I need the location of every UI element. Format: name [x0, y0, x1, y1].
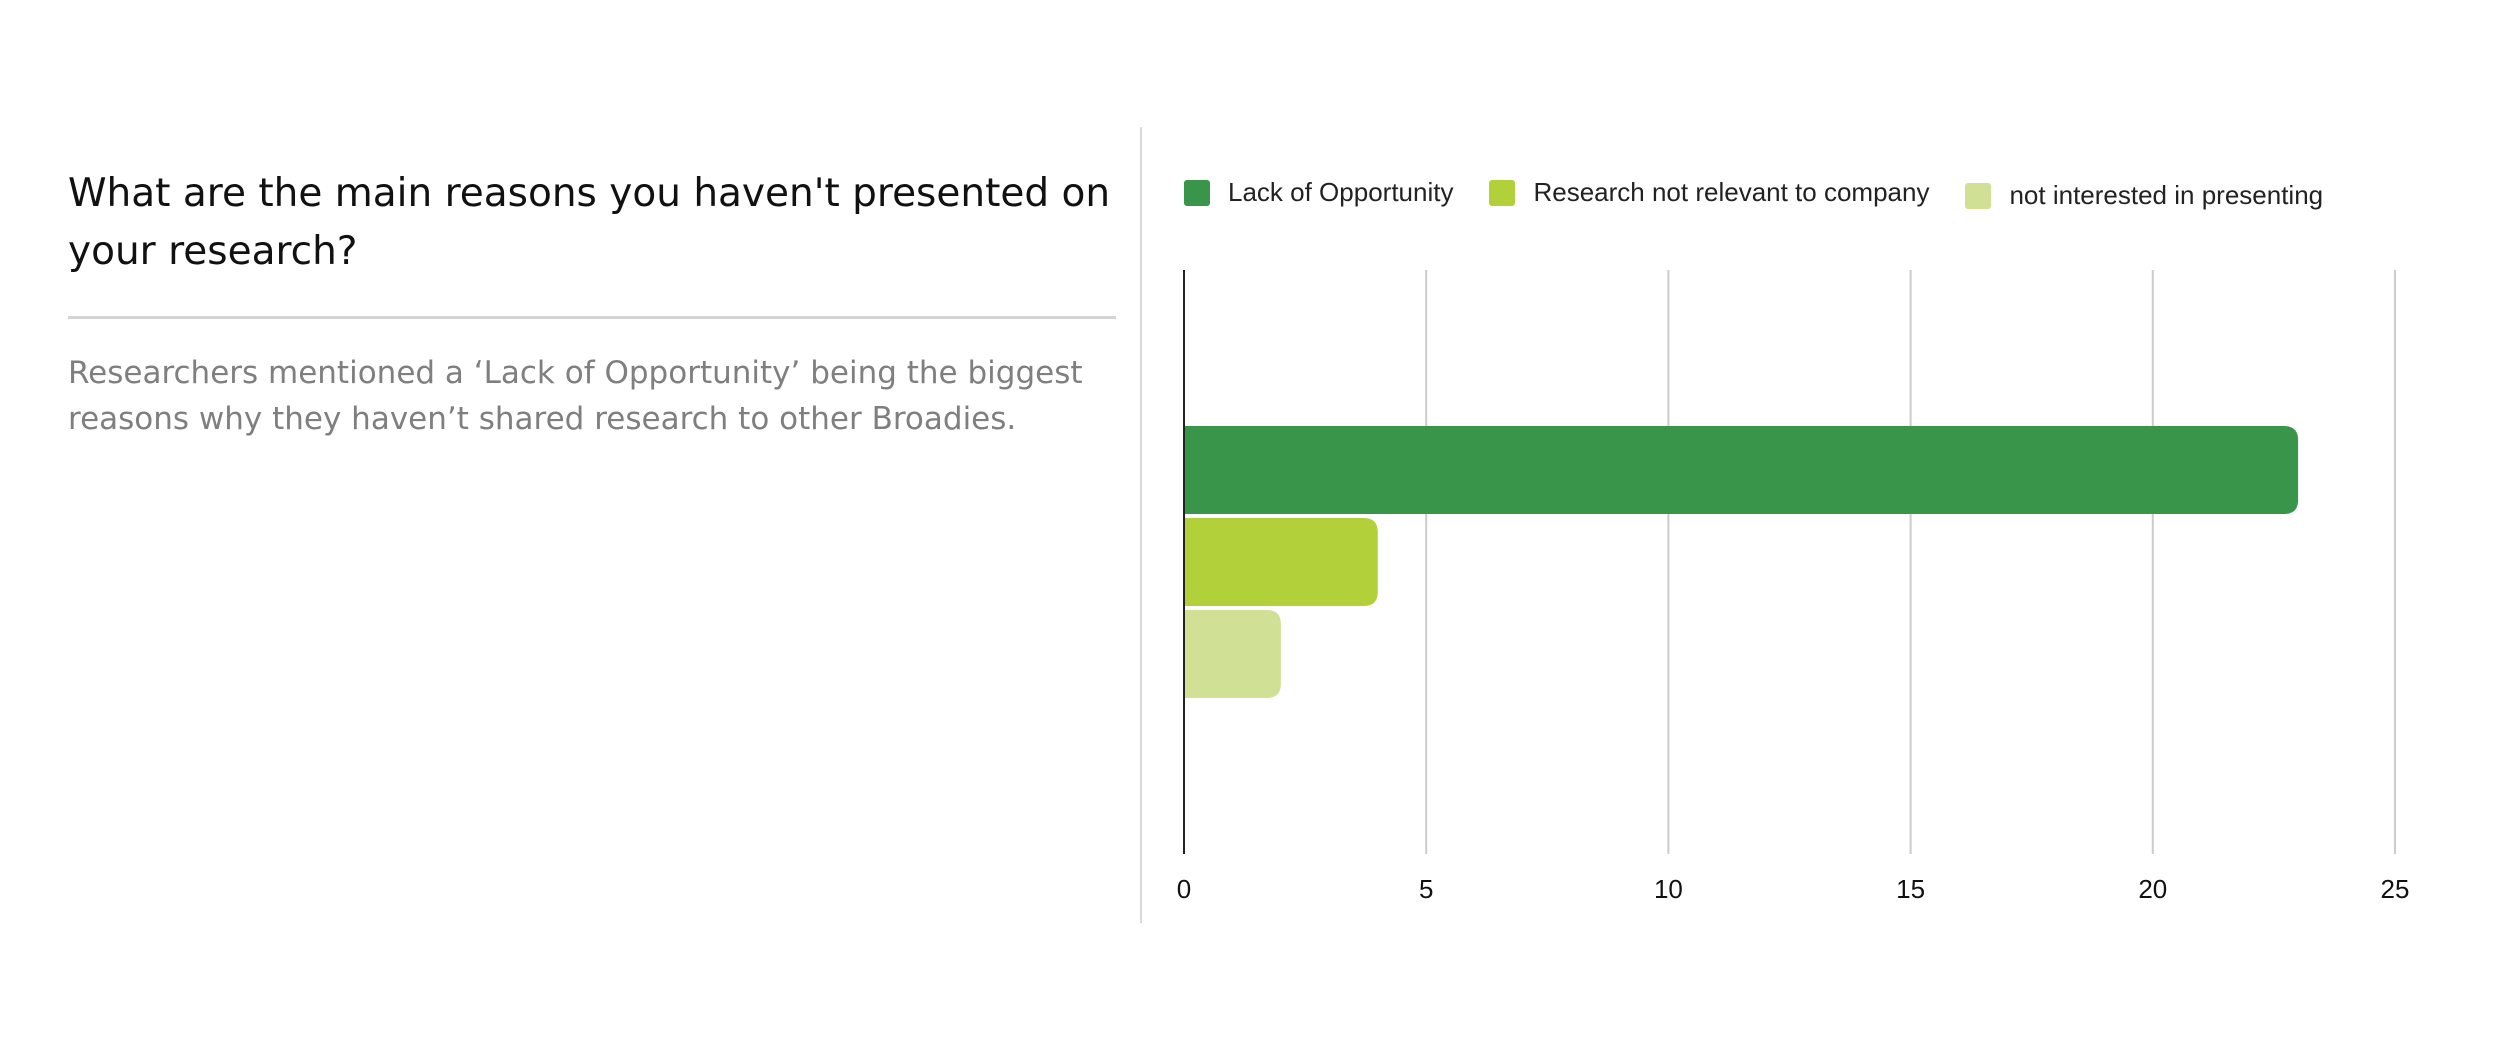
bar-chart: 0 5 10 15 20 25: [1177, 270, 2410, 904]
legend-item-lack-of-opportunity: Lack of Opportunity: [1184, 177, 1453, 208]
legend-item-not-interested: not interested in presenting: [1965, 180, 2323, 211]
bar-research-not-relevant-to-company: [1184, 518, 1378, 606]
legend-label: Research not relevant to company: [1533, 177, 1930, 207]
x-tick-label: 25: [2381, 874, 2410, 904]
legend-label: Lack of Opportunity: [1228, 177, 1454, 207]
x-tick-label: 15: [1896, 874, 1925, 904]
x-tick-label: 5: [1419, 874, 1433, 904]
x-tick-label: 10: [1654, 874, 1683, 904]
title-divider: [68, 316, 1116, 319]
chart-area: 0 5 10 15 20 25 Lack of Opportunity Research …: [1150, 150, 2480, 950]
question-title: What are the main reasons you haven't pr…: [68, 171, 1111, 274]
bar-lack-of-opportunity: [1184, 426, 2299, 514]
summary-text: Researchers mentioned a ‘Lack of Opportu…: [68, 355, 1083, 437]
legend-swatch: [1489, 179, 1516, 206]
panel-divider: [1140, 127, 1142, 923]
legend-label: not interested in presenting: [2009, 180, 2324, 210]
bar-not-interested-in-presenting: [1184, 610, 1281, 698]
legend-swatch: [1184, 179, 1210, 206]
chart-legend: Lack of Opportunity Research not relevan…: [1184, 174, 2359, 211]
legend-swatch: [1965, 182, 1992, 209]
legend-item-research-not-relevant: Research not relevant to company: [1489, 177, 1929, 208]
x-tick-label: 0: [1177, 874, 1191, 904]
x-tick-label: 20: [2138, 874, 2167, 904]
